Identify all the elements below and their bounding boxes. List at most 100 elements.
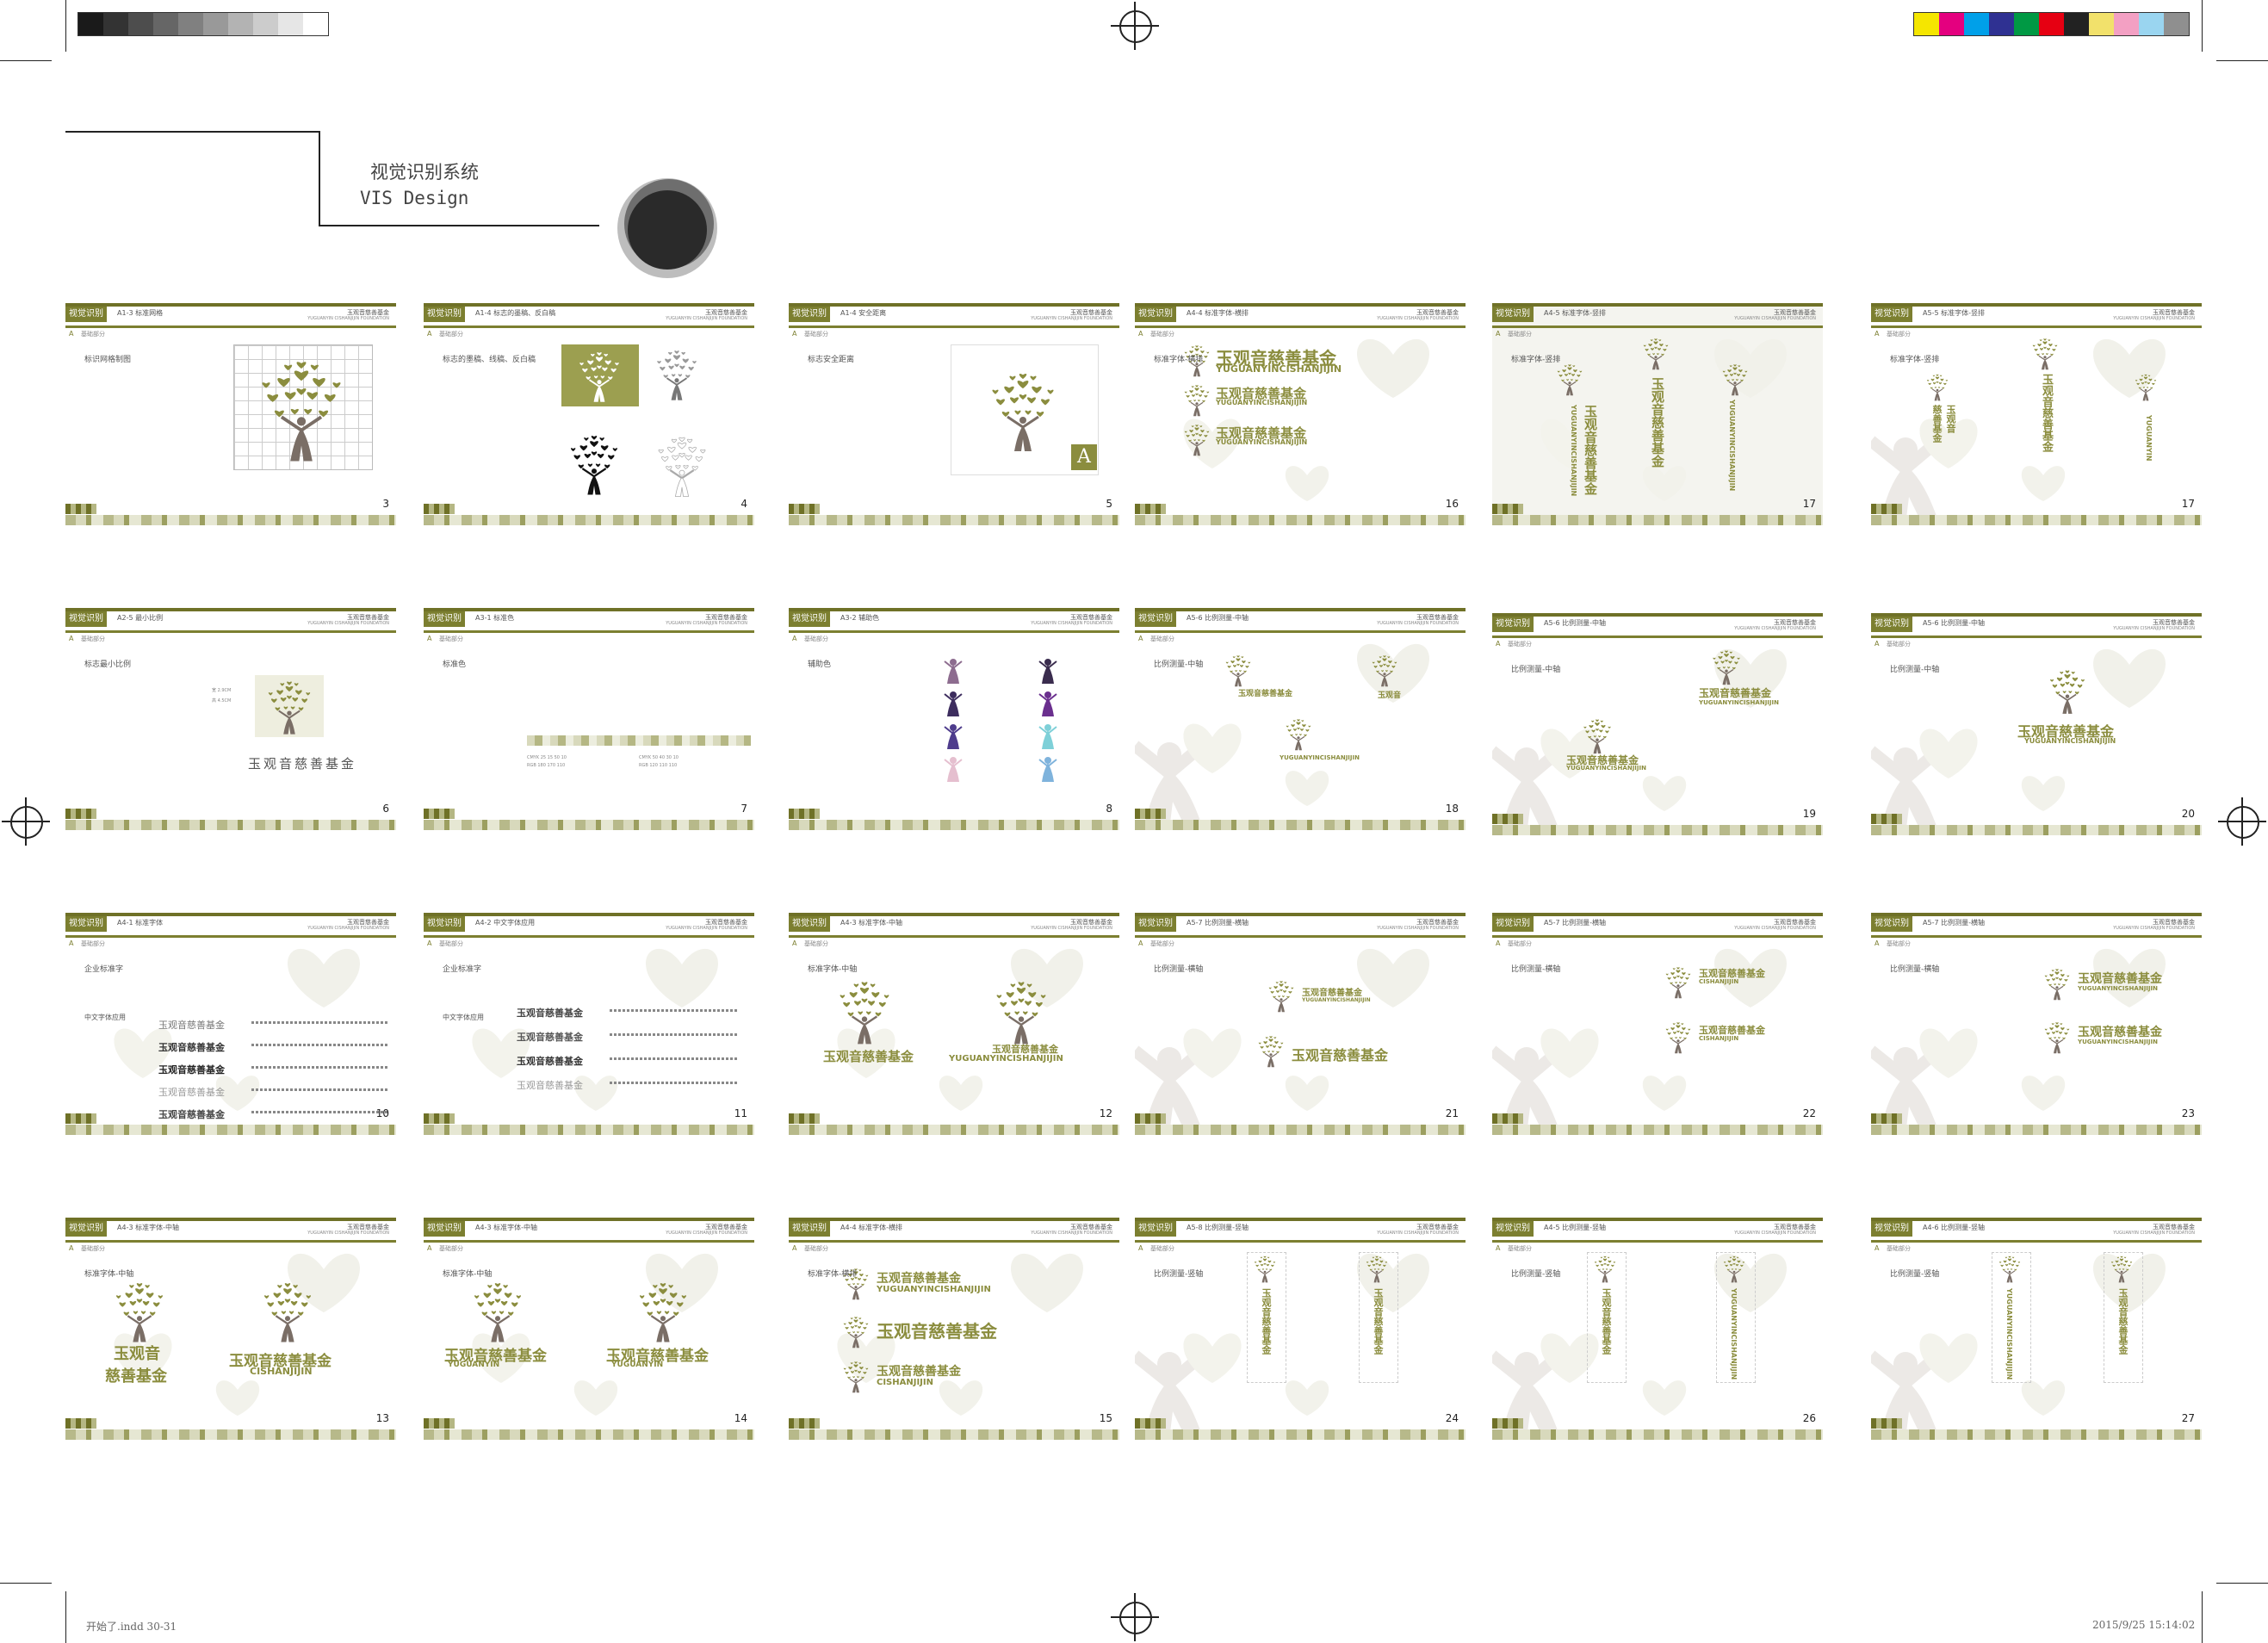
page-rule	[789, 935, 1119, 938]
tree-logo	[1264, 978, 1298, 1016]
page-heading: 标准字体-横排	[1154, 356, 1204, 364]
section-title-cn: 视觉识别系统	[370, 162, 479, 183]
process-swatch	[1939, 13, 1964, 35]
page-brand: 玉观音慈善基金	[1070, 1224, 1112, 1231]
page-footer-band	[1871, 504, 2202, 525]
page-top-strip	[65, 913, 396, 916]
page-thumbnail-p5[interactable]: A 视觉识别 A1-4 安全距离 玉观音慈善基金 YUGUANYIN CISHA…	[789, 303, 1119, 525]
page-brand: 玉观音慈善基金	[705, 1224, 747, 1231]
page-tab: 视觉识别	[1492, 916, 1534, 932]
accent-figure	[1038, 691, 1057, 716]
page-thumbnail-p15[interactable]: 玉观音慈善基金 YUGUANYINCISHANJIJIN 玉观音慈善基金 玉观音…	[789, 1218, 1119, 1440]
page-thumbnail-p14[interactable]: 玉观音慈善基金 YUGUANYIN 玉观音慈善基金 YUGUANYIN 视觉识别…	[424, 1218, 754, 1440]
tree-logo	[1639, 336, 1673, 374]
trim-mark	[2216, 1583, 2268, 1584]
print-date: 2015/9/25 15:14:02	[2092, 1619, 2196, 1631]
logo-wordmark-cn: 玉观音慈善基金	[606, 1348, 709, 1365]
page-number: 22	[1802, 1107, 1816, 1119]
registration-mark-right	[2218, 797, 2266, 846]
page-thumbnail-p13[interactable]: 玉观音 慈善基金 玉观音慈善基金 CISHANJIJIN 视觉识别 A4-3 标…	[65, 1218, 396, 1440]
page-thumbnail-p26[interactable]: 玉观音慈善基金 YUGUANYINCISHANJIJIN 视觉识别 A4-5 比…	[1492, 1218, 1823, 1440]
page-thumbnail-p8[interactable]: 视觉识别 A3-2 辅助色 玉观音慈善基金 YUGUANYIN CISHANJI…	[789, 608, 1119, 830]
page-footer-band	[424, 1418, 754, 1440]
measure-frame	[1587, 1252, 1627, 1383]
typeface-sample: 玉观音慈善基金	[517, 1008, 583, 1019]
process-swatch	[2114, 13, 2139, 35]
logo-calligraphy: 玉观音慈善基金	[248, 756, 357, 772]
section-letter: A	[427, 330, 432, 338]
page-thumbnail-p20[interactable]: 玉观音慈善基金 YUGUANYINCISHANJIJIN 视觉识别 A5-6 比…	[1871, 613, 2202, 835]
section-label: 基础部分	[1150, 331, 1174, 338]
page-rule	[1492, 636, 1823, 638]
page-thumbnail-p7[interactable]: CMYK 25 15 50 10 RGB 180 170 110 CMYK 50 …	[424, 608, 754, 830]
gray-swatch	[178, 13, 203, 35]
page-thumbnail-p17b[interactable]: 玉观音 慈善基金 玉观音慈善基金 YUGUANYIN 视觉识别 A5-5 标准字…	[1871, 303, 2202, 525]
page-thumbnail-p3[interactable]: 视觉识别 A1-3 标准网格 玉观音慈善基金 YUGUANYIN CISHANJ…	[65, 303, 396, 525]
page-rule	[1871, 1240, 2202, 1243]
page-thumbnail-p11[interactable]: 中文字体应用 玉观音慈善基金 玉观音慈善基金 玉观音慈善基金 玉观音慈善基金 视觉…	[424, 913, 754, 1135]
page-thumbnail-p16[interactable]: 玉观音慈善基金 YUGUANYINCISHANJIJIN 玉观音慈善基金 YUG…	[1135, 303, 1466, 525]
page-thumbnail-p12[interactable]: 玉观音慈善基金 玉观音慈善基金 YUGUANYINCISHANJIJIN 视觉识…	[789, 913, 1119, 1135]
page-tab: 视觉识别	[424, 611, 465, 627]
logo-wordmark-en: YUGUANYIN	[611, 1361, 664, 1369]
gray-swatch	[103, 13, 128, 35]
page-tab: 视觉识别	[789, 611, 830, 627]
logo-wordmark-cn: 玉观音慈善基金	[1238, 690, 1293, 698]
registration-mark-left	[2, 797, 50, 846]
page-thumbnail-p6[interactable]: 宽 2.9CM 高 4.5CM 玉观音慈善基金 视觉识别 A2-5 最小比例 玉…	[65, 608, 396, 830]
logo-wordmark-en: YUGUANYINCISHANJIJIN	[1302, 997, 1371, 1003]
page-heading: 比例测量-中轴	[1890, 666, 1940, 674]
tree-logo	[987, 976, 1056, 1049]
page-thumbnail-p27[interactable]: YUGUANYINCISHANJIJIN 玉观音慈善基金 视觉识别 A4-6 比…	[1871, 1218, 2202, 1440]
page-thumbnail-p24[interactable]: 玉观音慈善基金 玉观音慈善基金 视觉识别 A5-8 比例测量-竖轴 玉观音慈善基…	[1135, 1218, 1466, 1440]
page-rule	[1492, 935, 1823, 938]
typeface-sample: 玉观音慈善基金	[158, 1043, 225, 1053]
page-thumbnail-p22[interactable]: 玉观音慈善基金 CISHANJIJIN 玉观音慈善基金 CISHANJIJIN …	[1492, 913, 1823, 1135]
page-thumbnail-p17a[interactable]: 玉观音慈善基金 YUGUANYINCISHANJIJIN 玉观音慈善基金 YUG…	[1492, 303, 1823, 525]
tree-logo	[839, 1266, 873, 1304]
page-code: A1-4 标志的墨稿、反白稿	[475, 309, 556, 317]
page-heading: 比例测量-中轴	[1154, 660, 1204, 669]
section-letter: A	[792, 635, 797, 642]
page-number: 13	[375, 1412, 389, 1424]
page-thumbnail-p4[interactable]: 视觉识别 A1-4 标志的墨稿、反白稿 玉观音慈善基金 YUGUANYIN CI…	[424, 303, 754, 525]
page-top-strip	[65, 1218, 396, 1221]
page-thumbnail-p19[interactable]: 玉观音慈善基金 YUGUANYINCISHANJIJIN 玉观音慈善基金 YUG…	[1492, 613, 1823, 835]
page-rule	[1135, 1240, 1466, 1243]
section-label: 基础部分	[804, 636, 828, 642]
page-number: 14	[734, 1412, 747, 1424]
page-heading: 标志安全距离	[808, 356, 855, 364]
page-top-strip	[789, 1218, 1119, 1221]
registration-mark-bottom	[1111, 1593, 1159, 1641]
tree-logo	[1590, 1254, 1620, 1286]
typeface-sample: 玉观音慈善基金	[158, 1109, 225, 1120]
typeface-spec	[251, 1021, 389, 1024]
gray-swatch	[153, 13, 178, 35]
logo-wordmark-cn: 玉观音慈善基金	[1292, 1047, 1389, 1063]
page-footer-band	[1135, 504, 1466, 525]
page-thumbnail-p23[interactable]: 玉观音慈善基金 YUGUANYINCISHANJIJIN 玉观音慈善基金 YUG…	[1871, 913, 2202, 1135]
page-brand: 玉观音慈善基金	[347, 309, 389, 316]
page-tab: 视觉识别	[424, 916, 465, 932]
typeface-sample: 玉观音慈善基金	[158, 1087, 225, 1098]
tree-logo	[1661, 964, 1695, 1002]
page-thumbnail-p21[interactable]: 玉观音慈善基金 YUGUANYINCISHANJIJIN 玉观音慈善基金 视觉识…	[1135, 913, 1466, 1135]
page-brand: 玉观音慈善基金	[705, 614, 747, 621]
page-top-strip	[1492, 613, 1823, 617]
tree-logo	[1923, 372, 1952, 405]
logo-wordmark-en: YUGUANYINCISHANJIJIN	[1216, 438, 1308, 446]
page-top-strip	[424, 1218, 754, 1221]
page-number: 15	[1099, 1412, 1112, 1424]
color-spec-right: CMYK 50 40 30 10 RGB 120 110 110	[639, 755, 679, 768]
logo-wordmark-en: CISHANJIJIN	[877, 1378, 933, 1387]
page-footer-band	[1871, 1113, 2202, 1135]
section-letter: A	[1496, 330, 1501, 338]
page-brand: 玉观音慈善基金	[1416, 614, 1459, 621]
page-thumbnail-p18[interactable]: 玉观音慈善基金 玉观音 YUGUANYINCISHANJIJIN 视觉识别 A5…	[1135, 608, 1466, 830]
page-brand-en: YUGUANYIN CISHANJIJIN FOUNDATION	[2113, 1231, 2195, 1236]
section-letter: A	[1875, 330, 1880, 338]
tree-logo	[1250, 1254, 1280, 1286]
page-rule	[1135, 326, 1466, 328]
page-tab: 视觉识别	[789, 307, 830, 322]
page-thumbnail-p10[interactable]: 中文字体应用 玉观音慈善基金 玉观音慈善基金 玉观音慈善基金 玉观音慈善基金 玉观…	[65, 913, 396, 1135]
